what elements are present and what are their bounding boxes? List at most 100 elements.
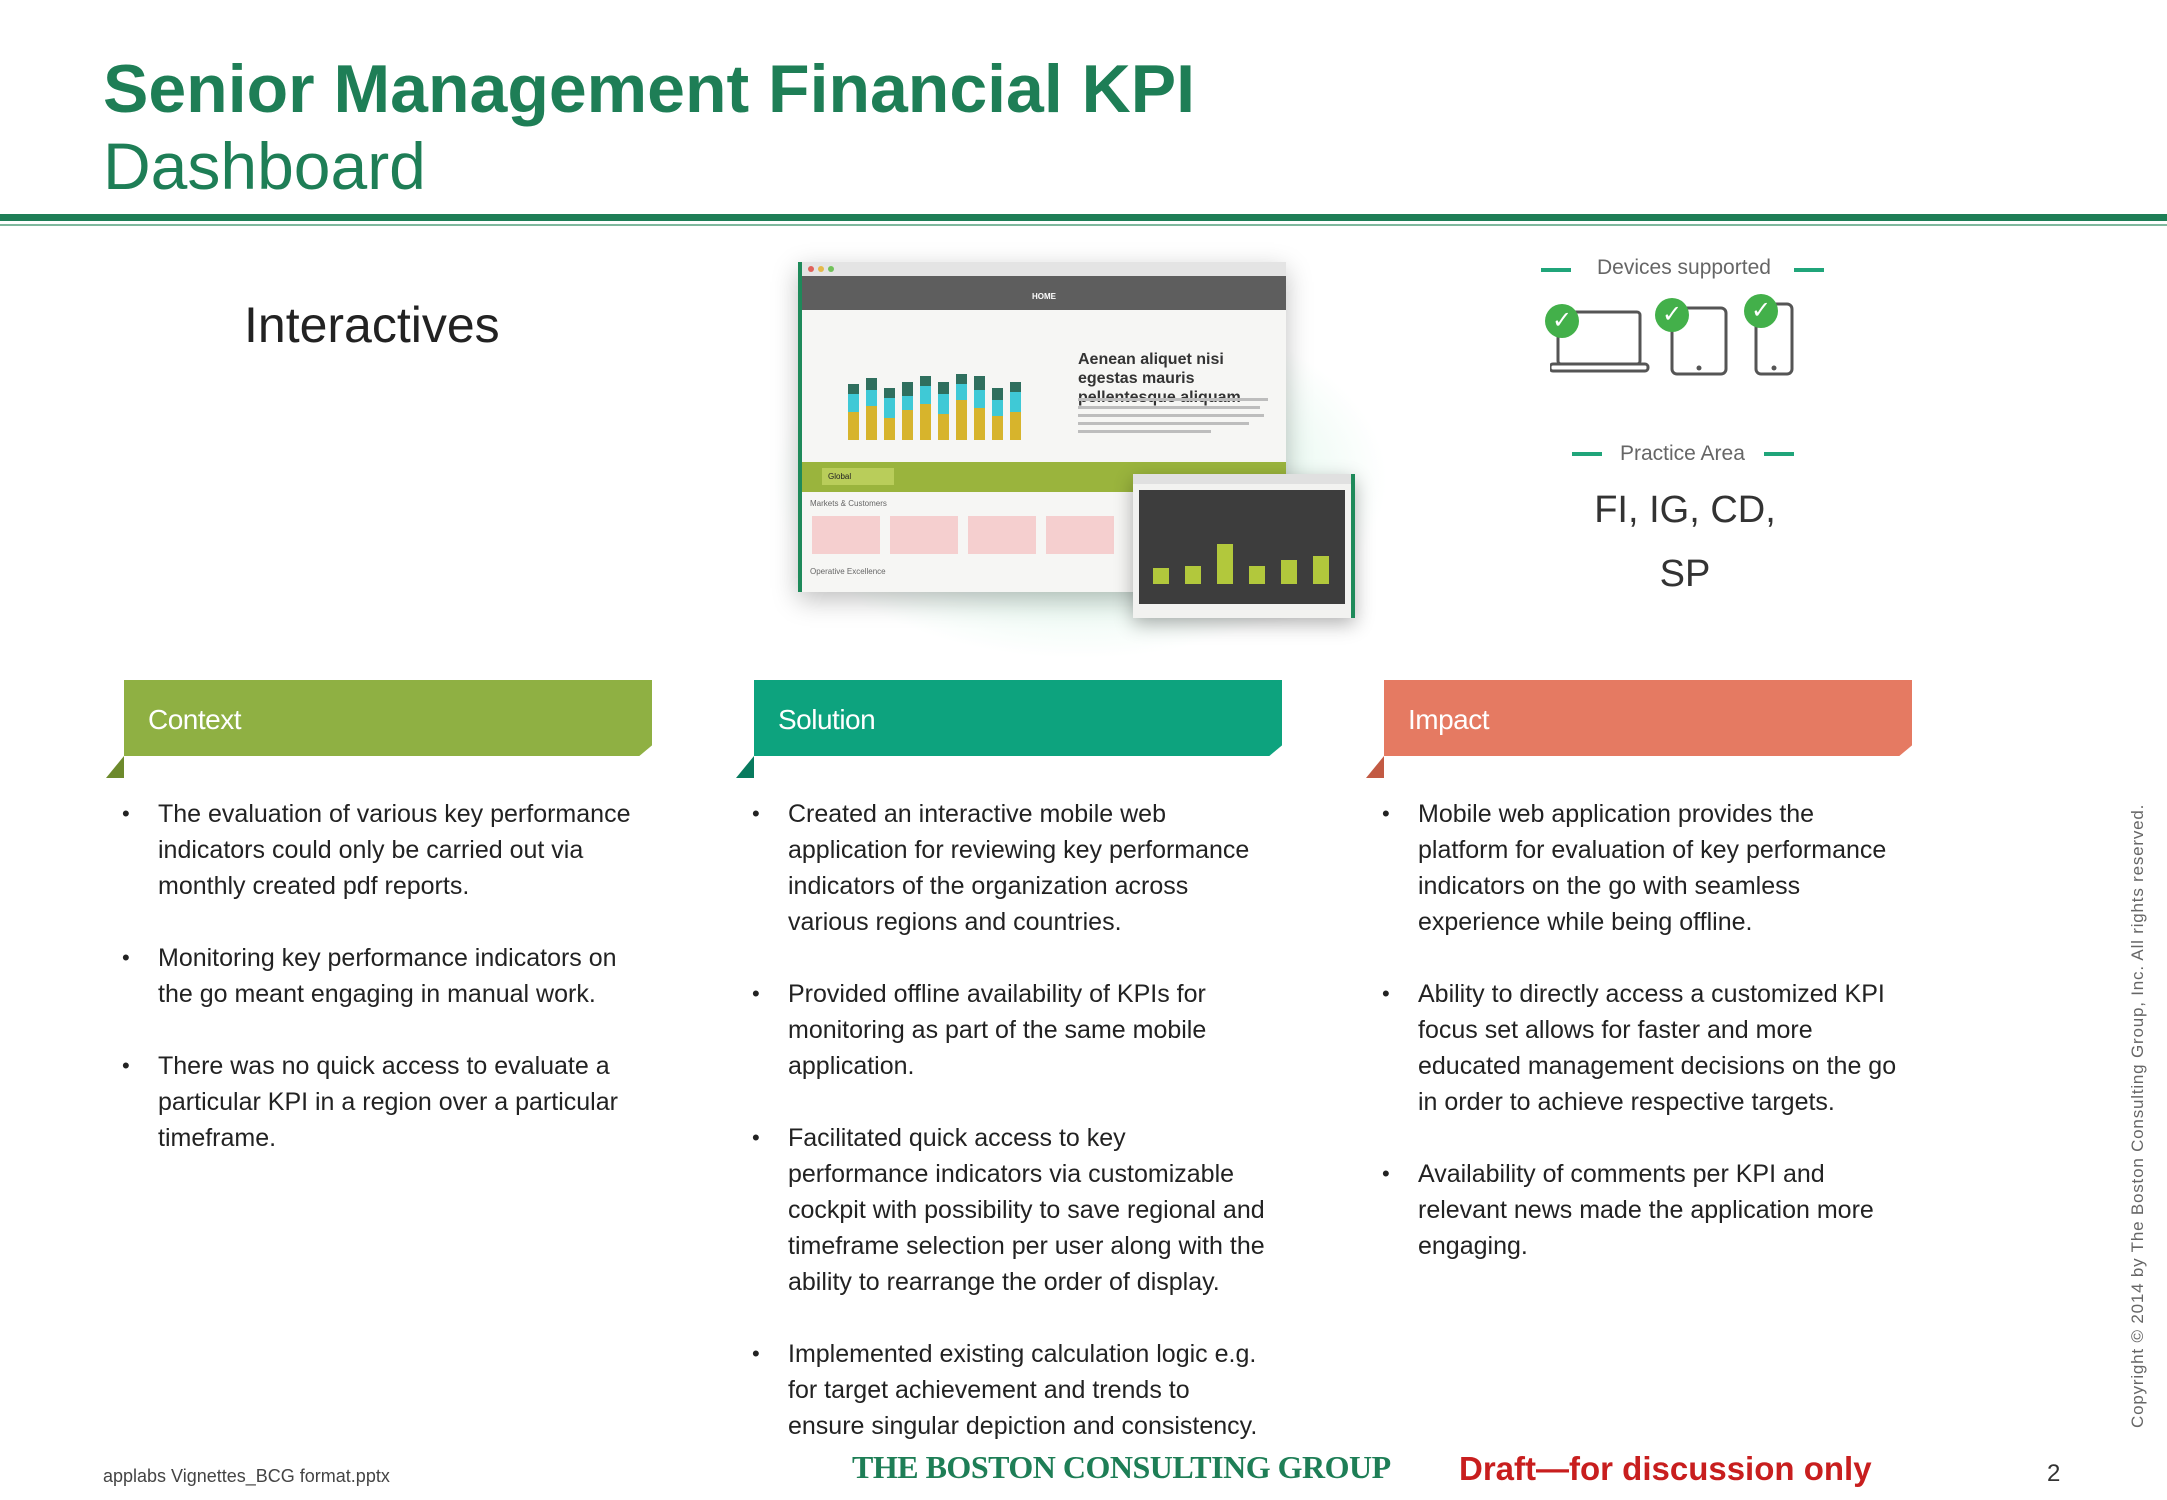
list-item: • There was no quick access to evaluate a…	[122, 1048, 642, 1156]
bullet-text: Availability of comments per KPI and rel…	[1418, 1160, 1874, 1260]
category-label: Interactives	[244, 297, 500, 353]
bcg-logo: THE BOSTON CONSULTING GROUP	[852, 1449, 1391, 1485]
page-number: 2	[2047, 1460, 2061, 1487]
preview-section-a: Markets & Customers	[810, 499, 887, 508]
solution-header-bar	[754, 680, 1282, 756]
window-minimize-dot	[818, 266, 824, 272]
preview-mini-bar	[866, 390, 877, 406]
preview-mini-bar	[992, 400, 1003, 416]
bullet-text: Monitoring key performance indicators on…	[158, 944, 617, 1008]
preview-mini-bar	[1010, 412, 1021, 440]
preview-mini-bar	[956, 384, 967, 400]
preview-mini-bar	[884, 388, 895, 398]
preview-mini-bar	[1010, 382, 1021, 392]
bullet-icon: •	[122, 801, 130, 826]
solution-header-flap	[736, 756, 754, 778]
page-subtitle: Dashboard	[103, 129, 426, 203]
preview-mini-bar	[920, 404, 931, 440]
preview-secondary-bar	[1281, 560, 1297, 584]
bullet-text: Implemented existing calculation logic e…	[788, 1340, 1258, 1440]
list-item: • Created an interactive mobile web appli…	[752, 796, 1272, 940]
preview-kpi-card	[1046, 516, 1114, 554]
devices-dash-left	[1541, 268, 1571, 272]
bullet-text: Mobile web application provides the plat…	[1418, 800, 1887, 936]
preview-bar-chart	[848, 374, 1021, 440]
preview-mini-bar	[902, 396, 913, 410]
solution-bullets: • Created an interactive mobile web appli…	[752, 796, 1272, 1480]
preview-mini-bar	[920, 386, 931, 404]
tablet-icon	[1670, 306, 1728, 376]
bullet-icon: •	[1382, 801, 1390, 826]
preview-header: HOME	[802, 276, 1286, 310]
bullet-text: Created an interactive mobile web applic…	[788, 800, 1250, 936]
devices-label: Devices supported	[1597, 256, 1771, 279]
preview-mini-bar	[848, 412, 859, 440]
preview-mini-bar	[974, 376, 985, 390]
app-preview-secondary	[1133, 474, 1355, 618]
footer-file-name: applabs Vignettes_BCG format.pptx	[103, 1466, 390, 1486]
list-item: • Provided offline availability of KPIs f…	[752, 976, 1272, 1084]
preview-mini-bar	[992, 388, 1003, 400]
preview-home-label: HOME	[1032, 292, 1056, 301]
bullet-text: There was no quick access to evaluate a …	[158, 1052, 618, 1152]
impact-title: Impact	[1408, 704, 1490, 735]
preview-secondary-bar	[1313, 556, 1329, 584]
preview-kpi-card	[812, 516, 880, 554]
practice-dash-left	[1572, 452, 1602, 456]
preview-secondary-bar	[1185, 566, 1201, 584]
bullet-icon: •	[122, 1053, 130, 1078]
app-preview-main: HOME Aenean aliquet nisi egestas mauris …	[798, 262, 1286, 592]
preview-secondary-chart	[1139, 490, 1345, 604]
list-item: • Mobile web application provides the pla…	[1382, 796, 1902, 940]
preview-mini-bar	[938, 382, 949, 394]
solution-header: Solution	[736, 680, 1282, 778]
practice-area-value: FI, IG, CD, SP	[1560, 478, 1810, 606]
context-header-bar	[124, 680, 652, 756]
bullet-icon: •	[752, 1341, 760, 1366]
laptop-icon	[1550, 310, 1650, 373]
window-zoom-dot	[828, 266, 834, 272]
bullet-text: The evaluation of various key performanc…	[158, 800, 631, 900]
bullet-text: Facilitated quick access to key performa…	[788, 1124, 1265, 1296]
impact-header: Impact	[1366, 680, 1912, 778]
check-icon: ✓	[1744, 294, 1778, 328]
preview-headline: Aenean aliquet nisi egestas mauris pelle…	[1078, 351, 1241, 406]
devices-dash-right	[1794, 268, 1824, 272]
list-item: • Facilitated quick access to key perform…	[752, 1120, 1272, 1300]
preview-mini-bar	[938, 414, 949, 440]
preview-mini-bar	[848, 394, 859, 412]
preview-mini-bar	[974, 390, 985, 408]
list-item: • Monitoring key performance indicators o…	[122, 940, 642, 1012]
list-item: • The evaluation of various key performan…	[122, 796, 642, 904]
preview-browser-bar	[802, 262, 1286, 276]
preview-mini-bar	[884, 398, 895, 418]
preview-kpi-card	[890, 516, 958, 554]
preview-secondary-bar	[1153, 568, 1169, 584]
bullet-icon: •	[122, 945, 130, 970]
copyright-notice: Copyright © 2014 by The Boston Consultin…	[2128, 803, 2147, 1428]
draft-notice: Draft—for discussion only	[1459, 1450, 1872, 1487]
practice-area-line-1: FI, IG, CD,	[1594, 489, 1776, 531]
practice-dash-right	[1764, 452, 1794, 456]
preview-mini-bar	[884, 418, 895, 440]
bullet-icon: •	[752, 981, 760, 1006]
preview-kpi-card	[968, 516, 1036, 554]
bullet-text: Provided offline availability of KPIs fo…	[788, 980, 1207, 1080]
title-divider-thin	[0, 224, 2167, 226]
impact-header-flap	[1366, 756, 1384, 778]
preview-region-chip: Global	[822, 468, 894, 485]
preview-section-b: Operative Excellence	[810, 567, 886, 576]
preview-mini-bar	[866, 406, 877, 440]
practice-area-label: Practice Area	[1620, 442, 1745, 465]
preview-mini-bar	[902, 410, 913, 440]
bullet-icon: •	[752, 801, 760, 826]
solution-title: Solution	[778, 704, 876, 735]
preview-secondary-bar	[1249, 566, 1265, 584]
context-header-flap	[106, 756, 124, 778]
page-title: Senior Management Financial KPI	[103, 51, 1196, 127]
preview-mini-bar	[920, 376, 931, 386]
preview-mini-bar	[866, 378, 877, 390]
check-icon: ✓	[1655, 298, 1689, 332]
preview-secondary-bar	[1217, 544, 1233, 584]
preview-mini-bar	[902, 382, 913, 396]
